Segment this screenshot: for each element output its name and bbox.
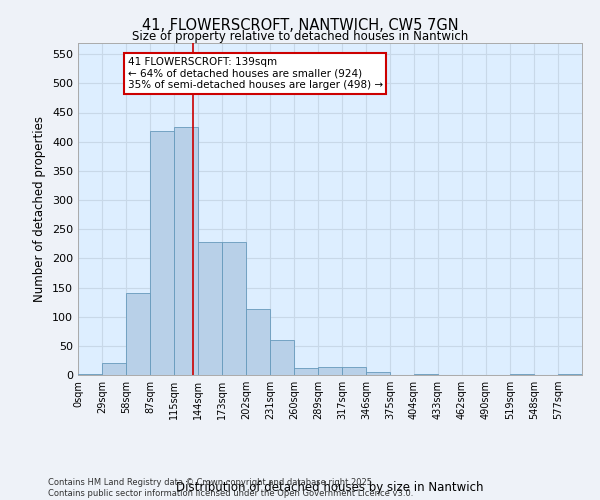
Bar bbox=[366, 372, 390, 375]
Bar bbox=[246, 308, 270, 375]
Bar bbox=[102, 364, 126, 375]
Bar bbox=[222, 242, 246, 375]
Bar bbox=[510, 374, 534, 375]
Text: 41 FLOWERSCROFT: 139sqm
← 64% of detached houses are smaller (924)
35% of semi-d: 41 FLOWERSCROFT: 139sqm ← 64% of detache… bbox=[128, 57, 383, 90]
Text: Contains HM Land Registry data © Crown copyright and database right 2025.
Contai: Contains HM Land Registry data © Crown c… bbox=[48, 478, 413, 498]
Bar bbox=[342, 368, 366, 375]
Bar bbox=[558, 374, 582, 375]
Bar bbox=[270, 340, 294, 375]
Bar bbox=[78, 374, 102, 375]
Bar bbox=[294, 368, 318, 375]
Text: Size of property relative to detached houses in Nantwich: Size of property relative to detached ho… bbox=[132, 30, 468, 43]
Bar bbox=[126, 294, 150, 375]
Text: Distribution of detached houses by size in Nantwich: Distribution of detached houses by size … bbox=[176, 482, 484, 494]
Bar bbox=[414, 374, 438, 375]
Text: 41, FLOWERSCROFT, NANTWICH, CW5 7GN: 41, FLOWERSCROFT, NANTWICH, CW5 7GN bbox=[142, 18, 458, 32]
Y-axis label: Number of detached properties: Number of detached properties bbox=[34, 116, 46, 302]
Bar bbox=[318, 368, 342, 375]
Bar bbox=[174, 127, 198, 375]
Bar bbox=[198, 242, 222, 375]
Bar bbox=[150, 131, 174, 375]
